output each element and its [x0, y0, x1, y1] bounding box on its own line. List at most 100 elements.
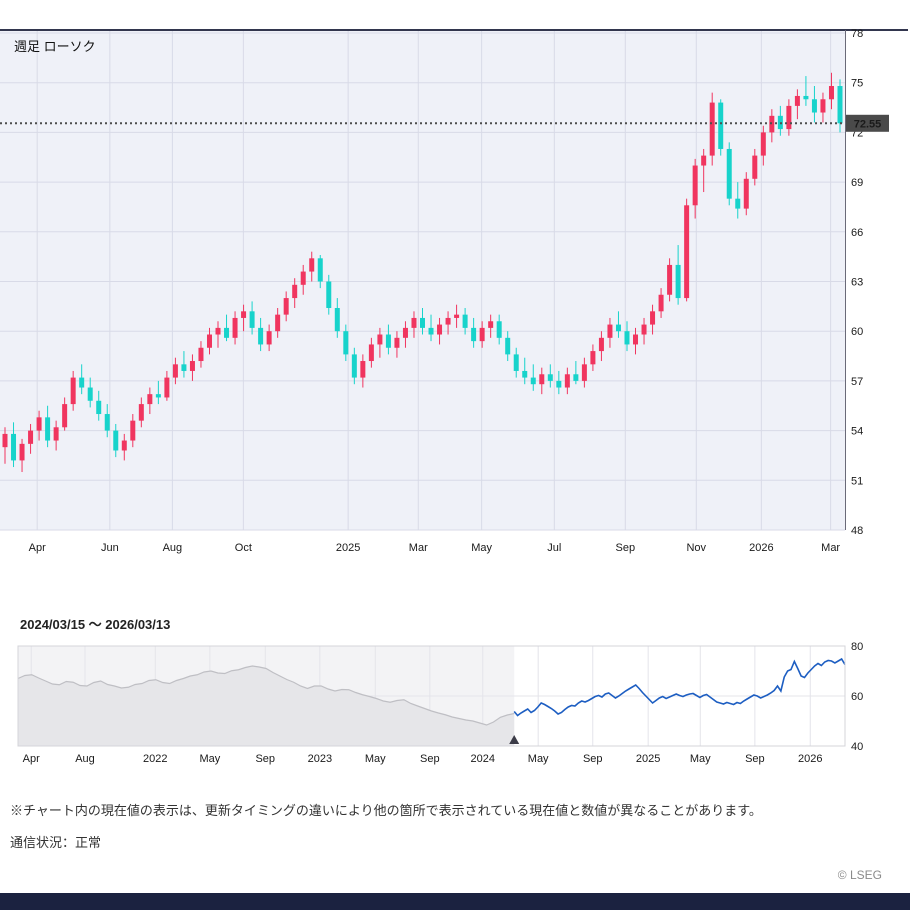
candle-body [53, 427, 59, 441]
svg-text:2023: 2023 [308, 753, 332, 765]
candle-body [232, 317, 238, 338]
disclaimer-text: ※チャート内の現在値の表示は、更新タイミングの違いにより他の箇所で表示されている… [10, 803, 762, 818]
history-area [18, 666, 515, 746]
candle-body [79, 377, 85, 388]
chart-type-label: 週足 ローソク [14, 39, 96, 54]
svg-text:Sep: Sep [583, 753, 603, 765]
svg-text:Oct: Oct [235, 542, 252, 554]
candle-body [36, 417, 42, 431]
svg-text:2024: 2024 [471, 753, 495, 765]
nav-y-axis-labels: 80 60 40 [851, 641, 863, 753]
candle-body [581, 364, 587, 381]
candle-body [752, 155, 758, 179]
candle-body [437, 324, 443, 335]
candle-body [530, 377, 536, 385]
svg-text:Sep: Sep [616, 542, 636, 554]
candle-body [266, 331, 272, 345]
svg-text:69: 69 [851, 177, 863, 189]
candle-body [709, 102, 715, 156]
candle-body [113, 430, 119, 451]
svg-text:Sep: Sep [420, 753, 440, 765]
candle-body [471, 327, 477, 342]
svg-text:75: 75 [851, 78, 863, 90]
candle-body [828, 86, 834, 100]
candle-body [360, 361, 366, 378]
svg-text:78: 78 [851, 28, 863, 40]
candle-body [45, 417, 51, 441]
candle-body [104, 414, 110, 431]
candle-body [164, 377, 170, 398]
candle-body [539, 374, 545, 385]
candle-body [462, 314, 468, 328]
candle-body [590, 351, 596, 365]
svg-text:72.55: 72.55 [854, 118, 882, 130]
candle-body [454, 314, 460, 318]
svg-text:May: May [471, 542, 492, 554]
svg-text:60: 60 [851, 326, 863, 338]
candle-body [377, 334, 383, 345]
candle-body [2, 433, 8, 448]
svg-text:80: 80 [851, 641, 863, 653]
selected-range-line [513, 657, 846, 717]
candle-body [573, 374, 579, 381]
candle-body [28, 430, 34, 444]
candle-body [496, 321, 502, 338]
svg-text:63: 63 [851, 277, 863, 289]
svg-text:Aug: Aug [75, 753, 95, 765]
svg-text:2026: 2026 [798, 753, 822, 765]
svg-text:Jul: Jul [547, 542, 561, 554]
svg-text:Jun: Jun [101, 542, 119, 554]
candle-body [692, 165, 698, 206]
candle-body [615, 324, 621, 332]
candle-body [351, 354, 357, 378]
svg-text:Mar: Mar [409, 542, 428, 554]
candle-body [121, 440, 127, 451]
candle-body [564, 374, 570, 388]
candle-body [837, 86, 843, 124]
candle-body [633, 334, 639, 345]
candle-body [326, 281, 332, 309]
candle-body [206, 334, 212, 348]
svg-text:Mar: Mar [821, 542, 840, 554]
candle-body [317, 258, 323, 282]
candle-body [786, 105, 792, 130]
candle-body [172, 364, 178, 378]
candle-body [309, 258, 315, 272]
candle-body [411, 317, 417, 328]
candle-body [300, 271, 306, 285]
candle-body [275, 314, 281, 332]
bottom-bar [0, 893, 910, 910]
candle-body [215, 327, 221, 335]
svg-text:54: 54 [851, 426, 863, 438]
range-start-handle[interactable] [509, 735, 520, 744]
candle-body [87, 387, 93, 401]
candle-body [479, 327, 485, 342]
svg-text:48: 48 [851, 525, 863, 537]
svg-text:66: 66 [851, 227, 863, 239]
svg-text:May: May [690, 753, 711, 765]
history-line [17, 665, 515, 726]
candle-body [189, 361, 195, 371]
candle-body [522, 370, 528, 378]
navigator-chart[interactable]: 80 60 40 Apr Aug 2022 May Sep 2023 May Sep 2024 May S… [0, 638, 910, 788]
candle-body [258, 327, 264, 345]
candle-body [650, 311, 656, 325]
current-price-badge: 72.55 [846, 114, 889, 132]
copyright-label: © LSEG [837, 868, 882, 882]
svg-text:Apr: Apr [29, 542, 46, 554]
svg-text:Sep: Sep [745, 753, 765, 765]
candle-body [11, 433, 17, 461]
candle-body [62, 404, 68, 428]
candle-body [624, 331, 630, 345]
candle-body [794, 95, 800, 106]
candle-body [488, 321, 494, 328]
candle-body [735, 198, 741, 209]
svg-text:40: 40 [851, 741, 863, 753]
plot-background [0, 30, 845, 530]
svg-text:60: 60 [851, 691, 863, 703]
candle-body [155, 394, 161, 398]
candle-body [283, 298, 289, 315]
candle-body [505, 337, 511, 355]
candle-body [334, 308, 340, 332]
